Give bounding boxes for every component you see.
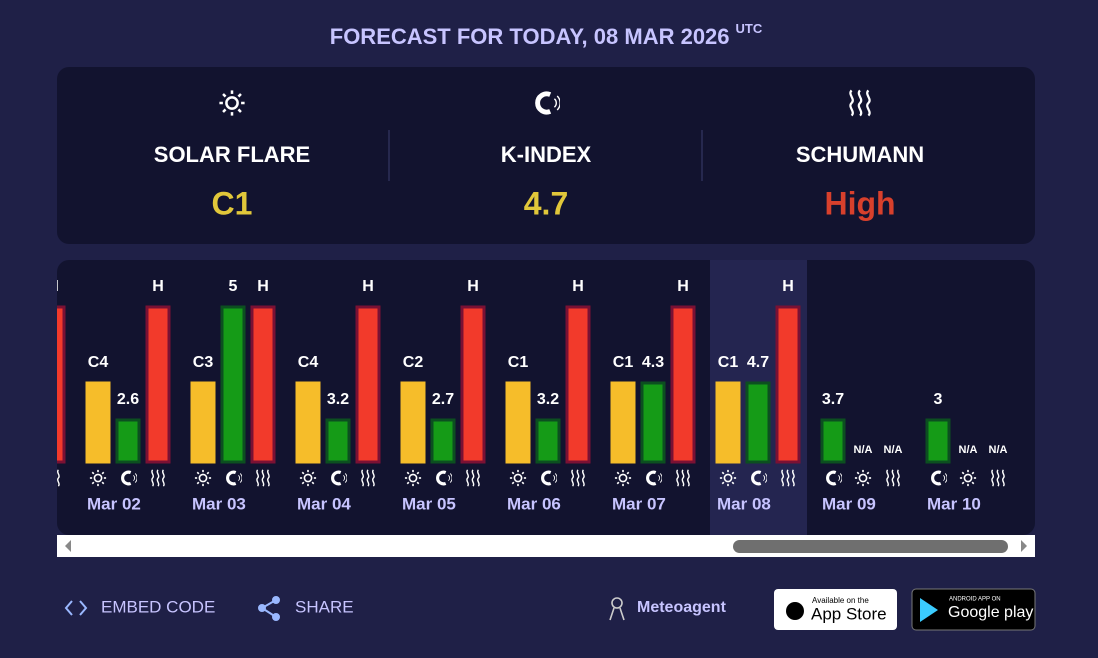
bar	[670, 305, 696, 464]
bar	[400, 381, 426, 464]
date-label: Mar 06	[507, 494, 561, 513]
bar	[250, 305, 276, 464]
value-label: 4.7	[747, 354, 769, 371]
google-play-big: Google play	[948, 604, 1033, 621]
share-link[interactable]: SHARE	[295, 597, 354, 616]
value-label: H	[782, 278, 794, 295]
date-label: Mar 09	[822, 494, 876, 513]
value-label: H	[467, 278, 479, 295]
bar	[745, 381, 771, 464]
value-label: 4.3	[642, 354, 664, 371]
value-label: 2.6	[117, 391, 139, 408]
embed-icon[interactable]	[64, 600, 88, 616]
date-label: Mar 02	[87, 494, 141, 513]
bar	[85, 381, 111, 464]
bar	[57, 305, 66, 464]
scroll-left[interactable]	[65, 540, 71, 552]
share-icon[interactable]	[258, 596, 280, 621]
google-play-small: ANDROID APP ON	[949, 597, 1001, 603]
bar	[610, 381, 636, 464]
bar	[820, 418, 846, 464]
value-label: 5	[229, 278, 238, 295]
bar	[460, 305, 486, 464]
value-label: H	[572, 278, 584, 295]
value-label: C1	[613, 354, 634, 371]
title-text: FORECAST FOR TODAY, 08 MAR 2026	[330, 24, 730, 49]
bar	[355, 305, 381, 464]
bar	[535, 418, 561, 464]
value-label: C1	[508, 354, 529, 371]
value-label: H	[362, 278, 374, 295]
value-label: H	[257, 278, 269, 295]
value-label: 3.2	[537, 391, 559, 408]
summary-label: SOLAR FLARE	[154, 142, 310, 167]
value-label: C4	[88, 354, 109, 371]
summary-panel	[57, 67, 1035, 244]
bar	[430, 418, 456, 464]
bar	[775, 305, 801, 464]
bar	[325, 418, 351, 464]
bar	[565, 305, 591, 464]
title-suffix: UTC	[736, 21, 763, 36]
summary-label: K-INDEX	[501, 142, 592, 167]
summary-label: SCHUMANN	[796, 142, 924, 167]
value-label: N/A	[854, 444, 873, 456]
title: FORECAST FOR TODAY, 08 MAR 2026 UTC	[330, 21, 763, 48]
value-label: N/A	[989, 444, 1008, 456]
value-label: N/A	[884, 444, 903, 456]
brand[interactable]: Meteoagent	[637, 599, 727, 616]
value-label: C4	[298, 354, 319, 371]
bar	[715, 381, 741, 464]
value-label: C3	[193, 354, 214, 371]
bar	[925, 418, 951, 464]
value-label: 3.2	[327, 391, 349, 408]
date-label: Mar 03	[192, 494, 246, 513]
bar	[505, 381, 531, 464]
app-store-badge[interactable]	[774, 589, 897, 630]
scroll-thumb[interactable]	[733, 540, 1008, 553]
value-label: 2.7	[432, 391, 454, 408]
bar	[295, 381, 321, 464]
strip-content: H 2.6 C4 H Mar 02 5 C3 H Mar 03 3.2 C4 H Mar 04 2.7 C2…	[47, 260, 1008, 535]
value-label: C1	[718, 354, 739, 371]
scroll-right[interactable]	[1021, 540, 1027, 552]
apple-icon	[786, 602, 804, 620]
date-label: Mar 07	[612, 494, 666, 513]
value-label: H	[677, 278, 689, 295]
summary-value: C1	[212, 185, 253, 221]
google-play-badge[interactable]	[911, 588, 1036, 631]
play-icon	[920, 598, 938, 622]
value-label: 3	[934, 391, 943, 408]
app-store-big: App Store	[811, 604, 887, 623]
summary-value: 4.7	[524, 185, 568, 221]
value-label: C2	[403, 354, 424, 371]
bar	[640, 381, 666, 464]
value-label: 3.7	[822, 391, 844, 408]
date-label: Mar 10	[927, 494, 981, 513]
value-label: N/A	[959, 444, 978, 456]
bar	[190, 381, 216, 464]
date-label: Mar 05	[402, 494, 456, 513]
bar	[145, 305, 171, 464]
date-label: Mar 04	[297, 494, 351, 513]
embed-link[interactable]: EMBED CODE	[101, 597, 215, 616]
bar	[115, 418, 141, 464]
value-label: H	[152, 278, 164, 295]
value-label: H	[47, 278, 59, 295]
summary-value: High	[824, 185, 895, 221]
brand-icon	[609, 597, 625, 621]
date-label: Mar 08	[717, 494, 771, 513]
bar	[220, 305, 246, 464]
app-store-small: Available on the	[812, 596, 869, 605]
